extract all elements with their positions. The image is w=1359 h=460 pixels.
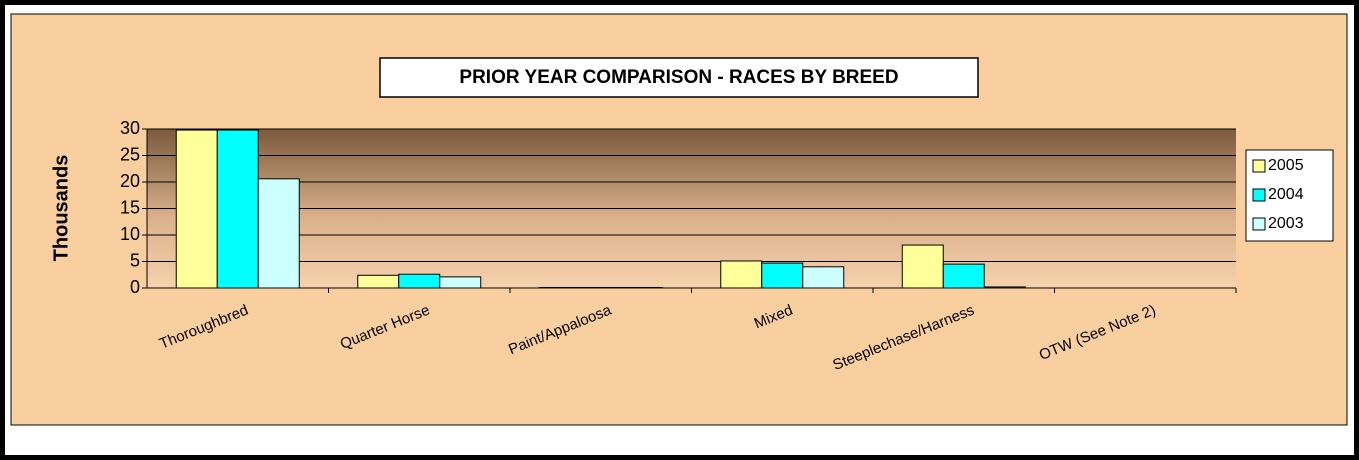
y-tick-label: 15: [120, 197, 140, 217]
bar: [398, 273, 441, 289]
bar: [901, 244, 944, 289]
legend-label: 2005: [1268, 157, 1304, 174]
bar: [802, 266, 845, 289]
chart-title: PRIOR YEAR COMPARISON - RACES BY BREED: [459, 67, 898, 88]
y-tick-label: 0: [130, 277, 140, 297]
y-tick-label: 10: [120, 224, 140, 244]
y-tick-label: 20: [120, 171, 140, 191]
y-tick-label: 30: [120, 118, 140, 138]
legend-swatch: [1252, 188, 1266, 202]
bar: [357, 274, 400, 289]
legend-label: 2003: [1268, 215, 1304, 232]
bar: [942, 263, 985, 289]
y-axis-label: Thousands: [50, 155, 72, 262]
bar: [439, 276, 482, 289]
legend-swatch: [1252, 217, 1266, 231]
y-tick-label: 5: [130, 250, 140, 270]
legend-label: 2004: [1268, 186, 1304, 203]
bar: [257, 178, 300, 289]
bar: [216, 129, 259, 289]
legend-swatch: [1252, 159, 1266, 173]
title-box: [379, 57, 979, 98]
bar: [761, 262, 804, 289]
bar: [720, 260, 763, 289]
bar: [175, 129, 218, 289]
y-tick-label: 25: [120, 144, 140, 164]
